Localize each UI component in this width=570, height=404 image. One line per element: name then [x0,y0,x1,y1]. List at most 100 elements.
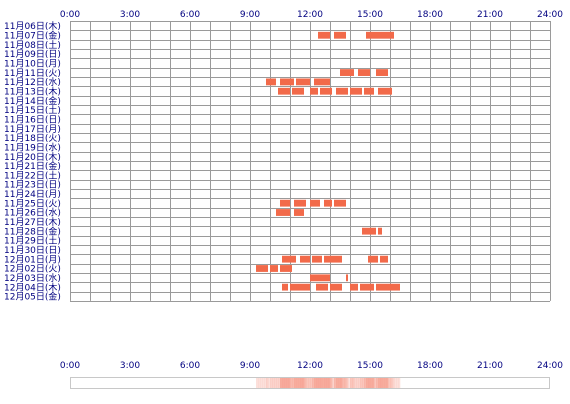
row-date-label: 11月30日(日) [4,245,61,256]
x-tick-label-bottom: 3:00 [120,361,140,371]
summary-strip-cell [266,378,269,388]
activity-segment [346,274,348,282]
activity-segment [380,255,388,263]
summary-strip-cell [322,378,325,388]
summary-strip-cell [270,378,273,388]
summary-strip-cell [360,378,363,388]
row-date-label: 11月27日(木) [4,216,61,228]
summary-strip-cell [354,378,357,388]
summary-strip-cell [326,378,329,388]
summary-strip-cell [318,378,321,388]
row-date-label: 11月26日(水) [4,207,61,219]
activity-segment [368,255,378,263]
activity-segment [350,87,362,95]
activity-segment [366,31,394,39]
row-date-label: 12月02日(火) [4,264,61,275]
row-date-label: 12月03日(水) [4,272,61,284]
activity-segment [300,255,310,263]
x-tick-label-top: 12:00 [297,10,323,20]
activity-segment [314,78,330,86]
row-date-label: 11月18日(火) [4,133,61,144]
summary-strip-cell [278,378,281,388]
activity-segment [266,78,276,86]
summary-strip-cell [264,378,267,388]
row-date-label: 11月09日(日) [4,49,61,60]
summary-strip-cell [276,378,279,388]
row-date-label: 11月21日(金) [4,160,61,172]
summary-strip-cell [260,378,263,388]
activity-segment [280,78,294,86]
x-tick-label-bottom: 24:00 [537,361,563,371]
summary-strip-cell [334,378,337,388]
summary-strip-cell [312,378,315,388]
activity-segment [310,274,330,282]
summary-strip-cell [310,378,313,388]
activity-segment [296,78,310,86]
activity-segment [336,87,348,95]
summary-strip-cell [306,378,309,388]
summary-strip-cell [314,378,317,388]
activity-segment [294,209,304,216]
activity-segment [364,87,374,95]
row-date-label: 11月15日(土) [4,104,61,116]
summary-strip-cell [288,378,291,388]
activity-segment [350,283,358,291]
x-tick-label-top: 9:00 [240,10,260,20]
activity-segment [340,69,354,76]
row-date-label: 11月06日(木) [4,20,61,32]
x-tick-label-top: 18:00 [417,10,443,20]
summary-strip-cell [376,378,379,388]
summary-strip-cell [386,378,389,388]
x-tick-label-top: 24:00 [537,10,563,20]
activity-segment [334,199,346,207]
summary-strip-cell [320,378,323,388]
row-date-label: 11月20日(木) [4,151,61,163]
summary-strip-cell [384,378,387,388]
row-date-label: 11月25日(火) [4,198,61,209]
activity-segment [292,87,304,95]
summary-strip-cell [284,378,287,388]
summary-strip-cell [300,378,303,388]
summary-strip-cell [302,378,305,388]
summary-strip-cell [398,378,401,388]
summary-strip-cell [330,378,333,388]
row-date-label: 11月12日(水) [4,76,61,88]
activity-segment [378,87,392,95]
summary-strip-cell [296,378,299,388]
x-tick-label-bottom: 0:00 [60,361,80,371]
summary-strip-cell [366,378,369,388]
activity-segment [280,265,292,272]
row-date-label: 11月08日(土) [4,39,61,51]
row-date-label: 12月01日(月) [4,254,61,265]
x-tick-label-bottom: 9:00 [240,361,260,371]
summary-strip-cell [396,378,399,388]
summary-strip-cell [348,378,351,388]
activity-segment [378,227,382,235]
x-tick-label-bottom: 18:00 [417,361,443,371]
row-date-label: 11月13日(木) [4,85,61,97]
row-date-label: 11月16日(日) [4,114,61,125]
activity-segment [270,265,278,272]
summary-strip-cell [332,378,335,388]
activity-segment [376,69,388,76]
summary-strip-cell [374,378,377,388]
summary-strip-cell [290,378,293,388]
row-date-label: 11月10日(月) [4,58,61,69]
summary-strip-cell [358,378,361,388]
summary-strip-cell [388,378,391,388]
summary-strip-cell [336,378,339,388]
summary-strip-cell [380,378,383,388]
summary-strip-cell [340,378,343,388]
summary-strip-cell [368,378,371,388]
summary-strip-cell [256,378,259,388]
summary-strip-cell [294,378,297,388]
activity-segment [320,87,332,95]
x-tick-label-bottom: 21:00 [477,361,503,371]
x-tick-label-top: 6:00 [180,10,200,20]
summary-strip-cell [282,378,285,388]
row-date-label: 12月04日(木) [4,281,61,293]
summary-strip-cell [372,378,375,388]
activity-segment [324,199,332,207]
